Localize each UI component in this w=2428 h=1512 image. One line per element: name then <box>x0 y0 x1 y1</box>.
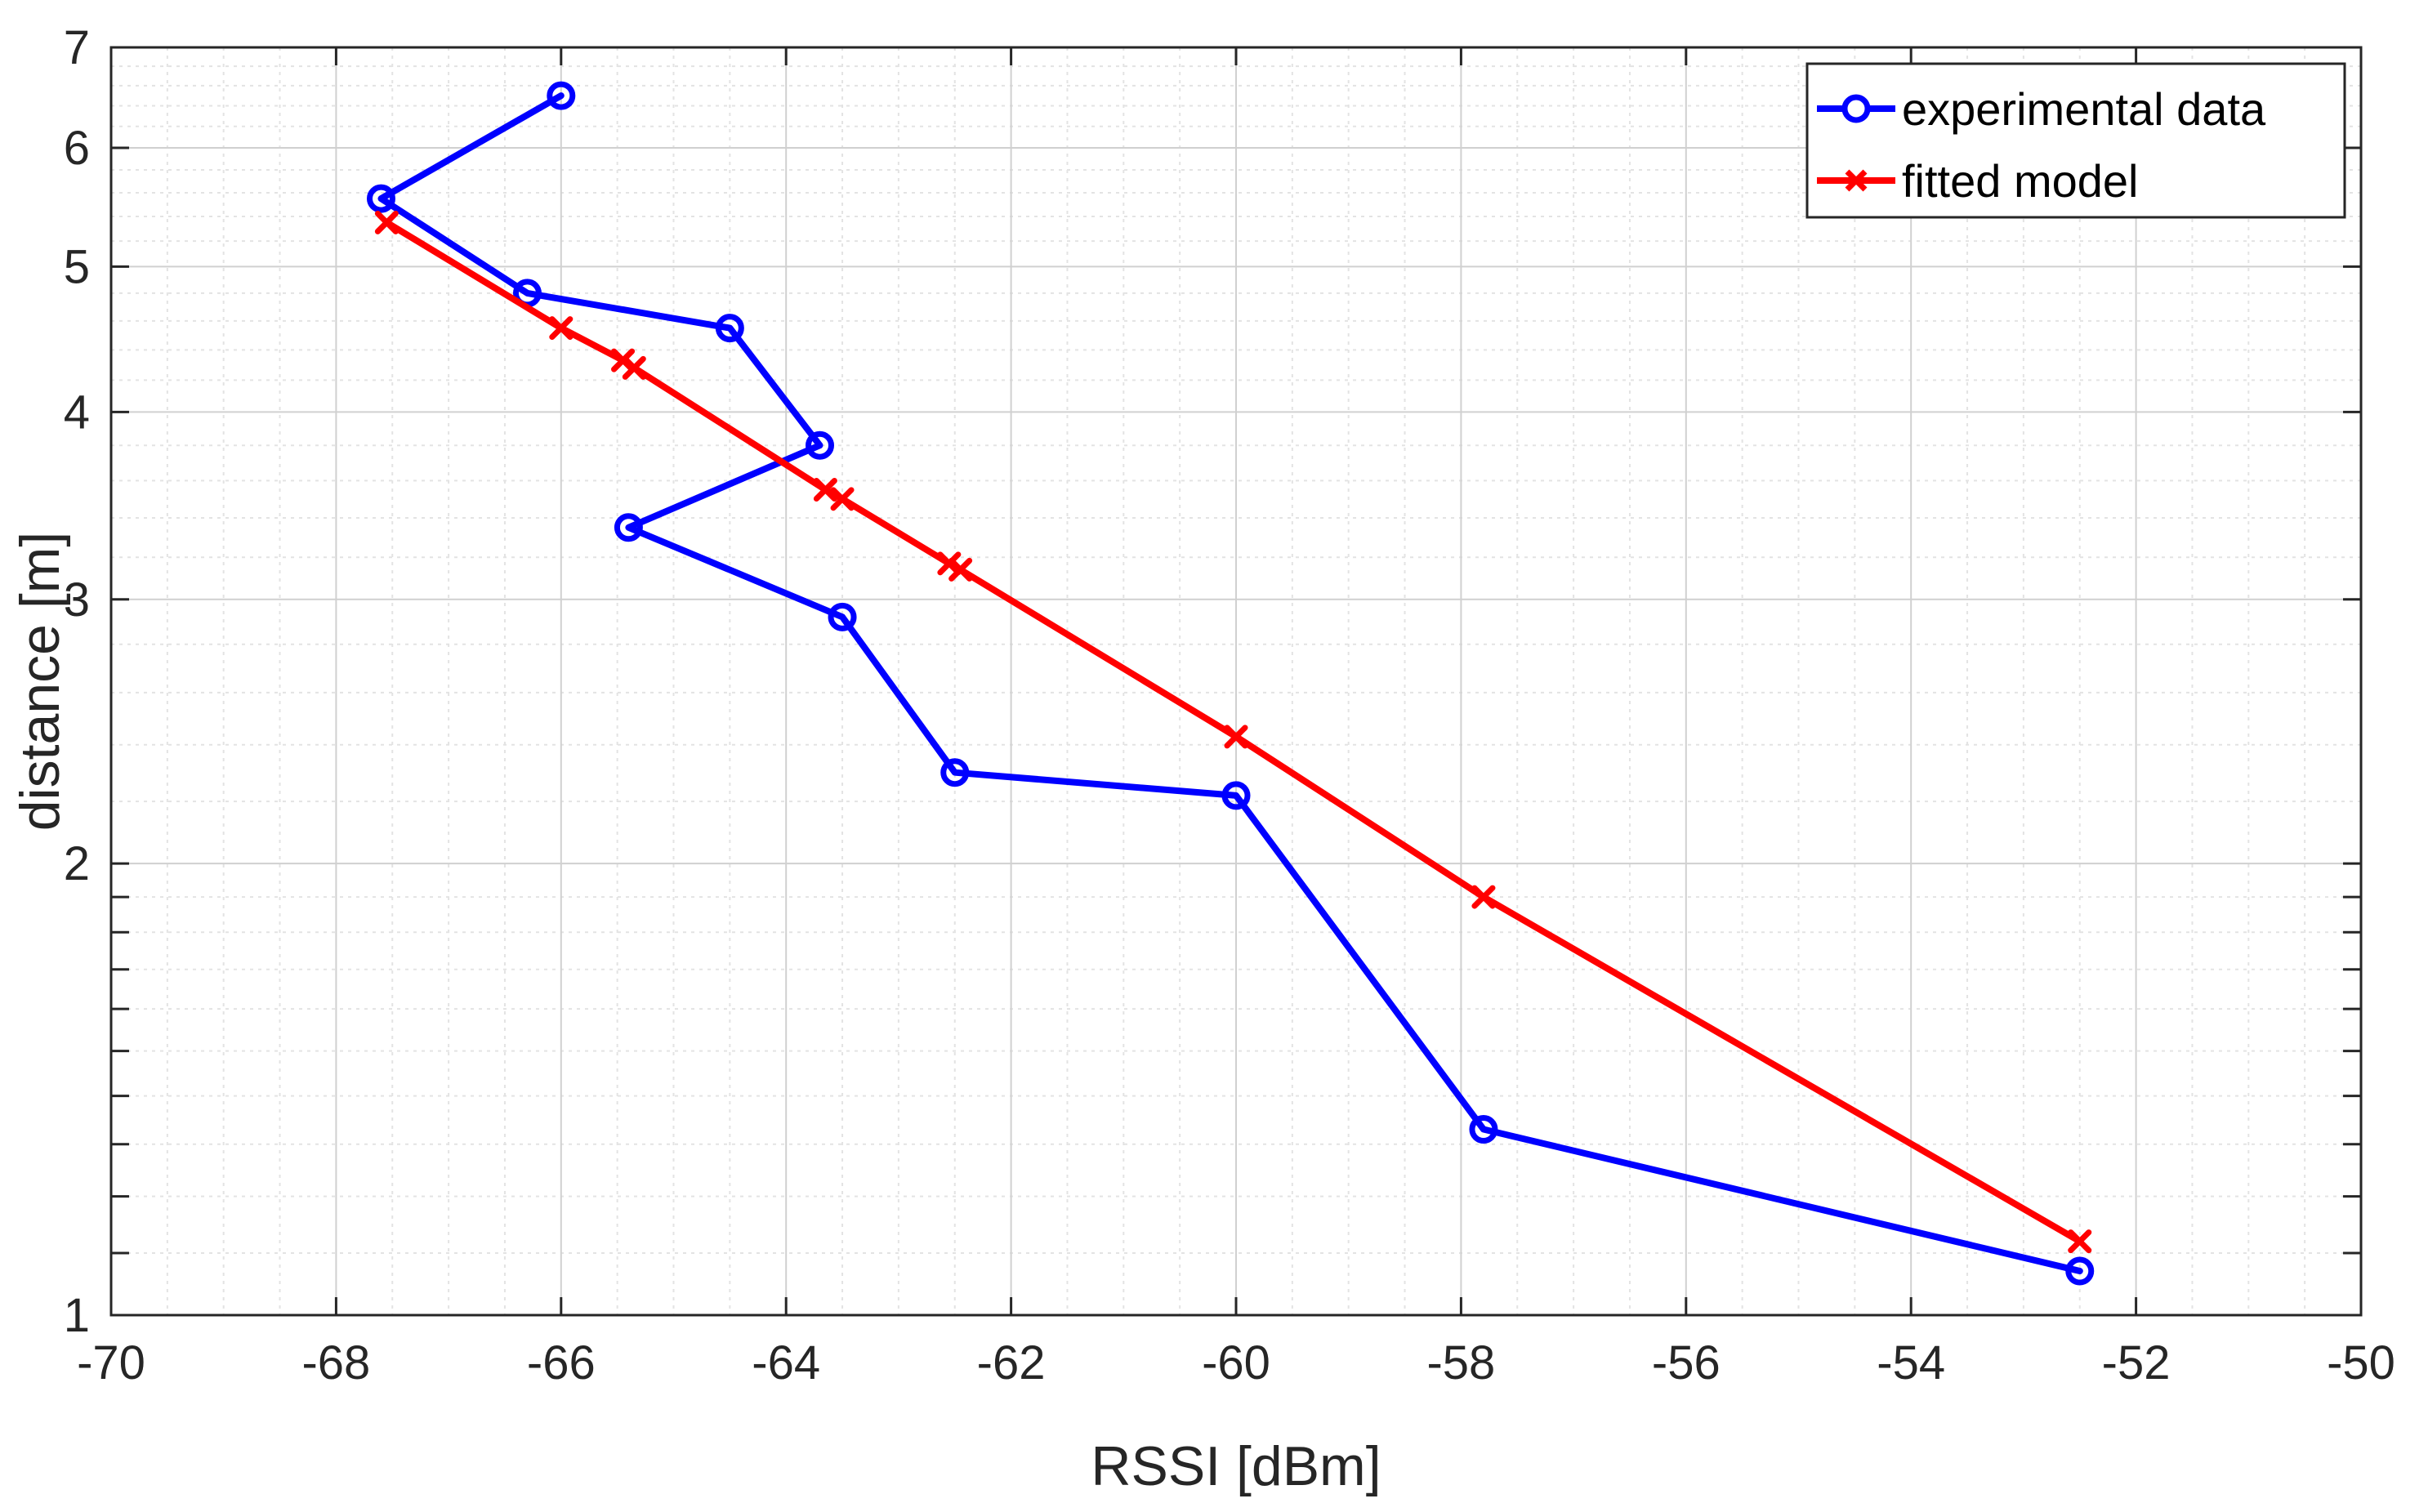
x-tick-label: -56 <box>1652 1336 1721 1389</box>
data-point-fitted <box>830 487 855 511</box>
data-point-experimental <box>547 81 576 110</box>
y-tick-label: 4 <box>64 386 90 439</box>
data-point-fitted <box>549 316 574 341</box>
data-point-fitted <box>374 210 399 234</box>
data-point-experimental <box>715 314 744 343</box>
x-tick-label: -62 <box>977 1336 1046 1389</box>
x-marker-stroke <box>830 487 855 511</box>
data-point-experimental <box>2065 1256 2095 1286</box>
x-tick-label: -54 <box>1877 1336 1945 1389</box>
data-point-experimental <box>366 184 395 213</box>
y-tick-label: 5 <box>64 240 90 293</box>
data-point-experimental <box>828 602 857 631</box>
y-tick-label: 7 <box>64 21 90 74</box>
y-tick-label: 1 <box>64 1289 90 1342</box>
x-marker-stroke <box>622 355 646 380</box>
x-tick-label: -52 <box>2102 1336 2171 1389</box>
data-point-experimental <box>1469 1115 1498 1144</box>
legend-label-fitted: fitted model <box>1902 155 2139 207</box>
x-tick-label: -66 <box>527 1336 596 1389</box>
data-point-experimental <box>1221 781 1251 810</box>
x-marker-stroke <box>937 551 962 576</box>
y-tick-label: 3 <box>64 573 90 627</box>
data-point-fitted <box>937 551 962 576</box>
x-tick-label: -64 <box>752 1336 820 1389</box>
plot-area: -70 -68 -66 -64 -62 -60 -58 -56 -54 -52 -50 1 2 3 4 5 6 7… <box>9 21 2395 1497</box>
x-marker-stroke <box>948 557 973 582</box>
legend-box <box>1805 62 2346 219</box>
data-point-fitted <box>622 355 646 380</box>
x-marker-stroke <box>1845 169 1868 192</box>
data-point-fitted <box>813 478 837 502</box>
data-point-experimental <box>940 758 970 787</box>
legend-marker-x <box>1845 169 1868 192</box>
data-point-fitted <box>1224 725 1248 749</box>
data-point-fitted <box>948 557 973 582</box>
series-line-experimental <box>377 92 2083 1274</box>
data-point-fitted <box>2068 1229 2092 1254</box>
y-axis-label: distance [m] <box>9 532 71 832</box>
data-point-experimental <box>614 513 643 542</box>
x-marker-stroke <box>374 210 399 234</box>
x-tick-label: -68 <box>301 1336 370 1389</box>
x-marker-stroke <box>1471 885 1496 909</box>
x-tick-label: -50 <box>2327 1336 2395 1389</box>
x-marker-stroke <box>813 478 837 502</box>
legend-label-experimental: experimental data <box>1902 83 2266 135</box>
legend-marker-circle <box>1841 94 1871 123</box>
y-tick-label: 2 <box>64 837 90 890</box>
x-tick-label: -70 <box>77 1336 145 1389</box>
x-tick-label: -60 <box>1202 1336 1270 1389</box>
x-axis-label: RSSI [dBm] <box>1091 1435 1381 1497</box>
data-point-experimental <box>806 430 835 460</box>
y-tick-label: 6 <box>64 122 90 175</box>
x-marker-stroke <box>549 316 574 341</box>
x-marker-stroke <box>1224 725 1248 749</box>
data-point-fitted <box>1471 885 1496 909</box>
x-marker-stroke <box>2068 1229 2092 1254</box>
x-tick-label: -58 <box>1426 1336 1495 1389</box>
